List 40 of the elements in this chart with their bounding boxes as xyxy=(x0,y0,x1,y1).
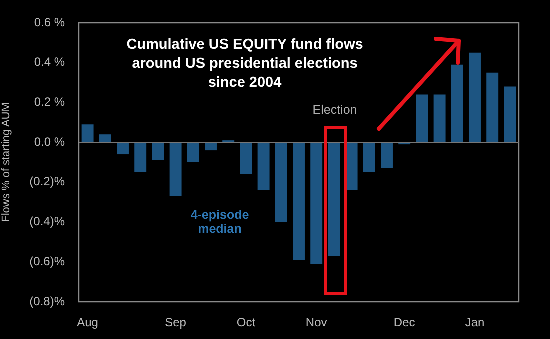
annotation: 4-episode median xyxy=(190,208,250,236)
bar xyxy=(170,142,182,196)
y-tick-label: (0.8)% xyxy=(30,294,66,308)
bar xyxy=(99,134,112,143)
bar xyxy=(134,142,147,172)
y-tick-label: (0.6)% xyxy=(30,254,66,268)
x-tick-label: Aug xyxy=(77,316,98,330)
bar xyxy=(187,142,200,162)
annotation: Election xyxy=(312,103,358,117)
text: Cumulative US EQUITY fund flows around US presidential elections since 2004 xyxy=(126,36,364,93)
bar xyxy=(363,142,376,172)
y-tick-label: 0.4 % xyxy=(34,55,66,70)
x-tick-label: Sep xyxy=(165,316,187,330)
bar xyxy=(416,94,428,143)
bar xyxy=(486,72,499,143)
bar xyxy=(82,124,94,143)
x-tick-label: Oct xyxy=(236,316,256,330)
y-tick-label: 0.0 % xyxy=(34,134,66,149)
bar xyxy=(328,142,340,256)
x-tick-label: Dec xyxy=(394,316,416,330)
y-tick-label: (0.2)% xyxy=(30,174,66,189)
x-tick-label: Jan xyxy=(465,316,485,330)
bar xyxy=(240,142,252,174)
y-axis-title: Flows % of starting AUM xyxy=(0,102,13,222)
bar xyxy=(117,142,129,155)
bar xyxy=(205,142,217,151)
y-tick-label: 0.2 % xyxy=(34,95,66,110)
bar xyxy=(293,142,305,260)
bar xyxy=(258,142,270,190)
bar xyxy=(310,142,323,264)
x-tick-label: Nov xyxy=(306,316,328,330)
bar xyxy=(346,142,358,190)
y-tick-label: 0.6 % xyxy=(34,15,66,30)
bar xyxy=(504,86,516,143)
bar xyxy=(381,142,393,168)
bar xyxy=(275,142,288,222)
bar xyxy=(469,52,481,143)
bar xyxy=(152,142,164,161)
bar xyxy=(434,94,446,143)
y-tick-label: (0.4)% xyxy=(30,214,66,229)
